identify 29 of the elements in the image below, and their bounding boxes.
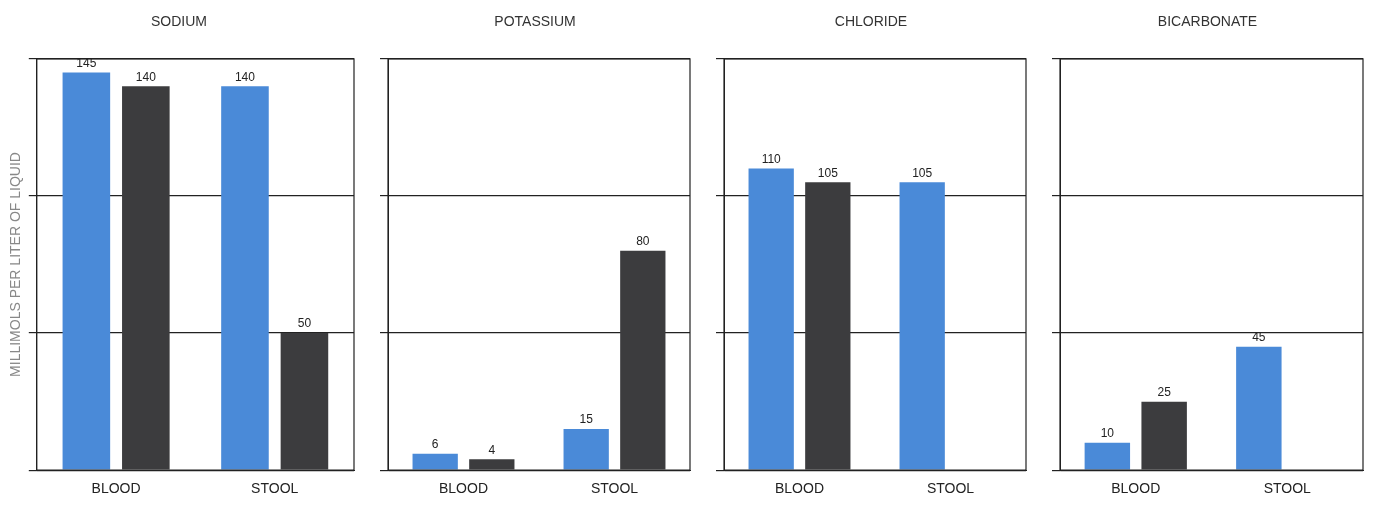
bar <box>620 250 666 470</box>
x-tick-label: STOOL <box>590 480 639 497</box>
data-label: 4 <box>488 442 496 457</box>
y-axis-title: MILLIMOLS PER LITER OF LIQUID <box>7 152 24 377</box>
chart-title: SODIUM <box>151 13 207 30</box>
chart-title: BICARBONATE <box>1157 13 1258 30</box>
data-label: 6 <box>431 437 439 452</box>
data-label: 25 <box>1157 384 1172 399</box>
x-tick-label: STOOL <box>251 480 299 497</box>
data-label: 105 <box>912 165 933 180</box>
data-label: 110 <box>761 151 782 166</box>
data-label: 140 <box>234 69 256 84</box>
x-tick-label: BLOOD <box>1111 480 1161 497</box>
data-label: 15 <box>579 412 594 427</box>
data-label: 10 <box>1100 426 1115 441</box>
bar <box>563 429 609 470</box>
x-tick-label: BLOOD <box>774 480 825 497</box>
bar <box>412 453 458 470</box>
data-label: 50 <box>297 316 312 331</box>
x-tick-label: BLOOD <box>438 480 489 497</box>
data-label: 80 <box>636 234 650 249</box>
data-label: 140 <box>135 69 157 84</box>
data-label: 105 <box>817 165 839 180</box>
chart-title: POTASSIUM <box>494 13 576 30</box>
x-tick-label: STOOL <box>1263 480 1312 497</box>
chart-title: CHLORIDE <box>834 13 908 30</box>
x-tick-label: STOOL <box>926 480 975 497</box>
bar <box>469 459 515 470</box>
x-tick-label: BLOOD <box>91 480 141 497</box>
